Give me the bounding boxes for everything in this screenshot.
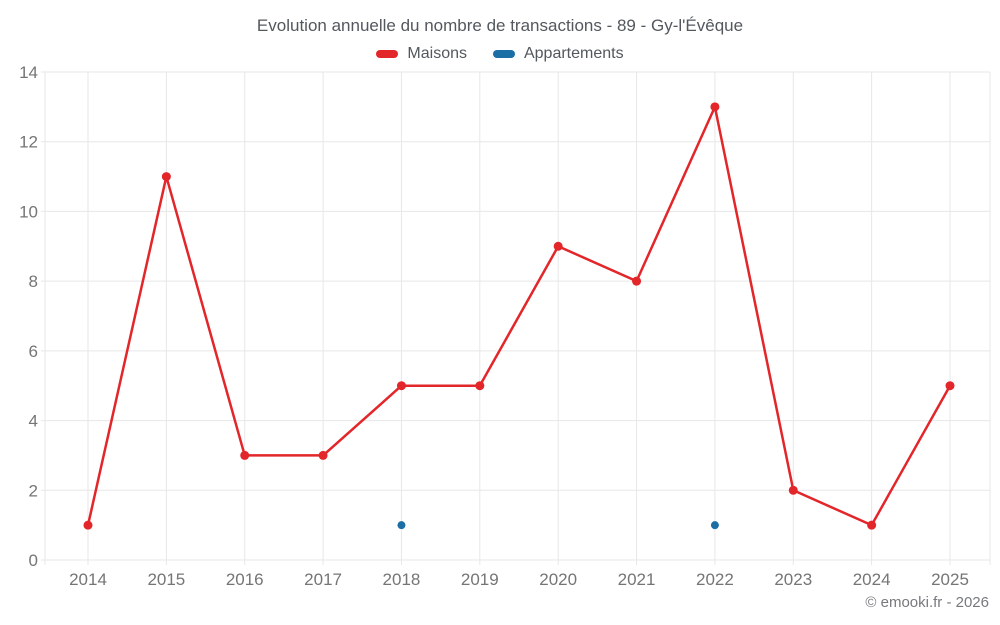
x-tick-label: 2016 (226, 570, 264, 589)
data-point-maisons-2015[interactable] (161, 172, 171, 182)
legend-item-maisons[interactable]: Maisons (376, 45, 467, 63)
y-tick-label: 2 (29, 481, 38, 500)
chart-legend: Maisons Appartements (0, 45, 1000, 63)
x-tick-label: 2023 (774, 570, 812, 589)
data-point-maisons-2022[interactable] (710, 102, 720, 112)
x-tick-label: 2019 (461, 570, 499, 589)
data-point-maisons-2021[interactable] (632, 276, 642, 286)
legend-label-appartements: Appartements (523, 45, 624, 62)
x-tick-label: 2014 (69, 570, 107, 589)
maisons-legend-marker-icon (376, 50, 399, 58)
y-tick-label: 4 (29, 412, 38, 431)
y-tick-label: 6 (29, 342, 38, 361)
data-point-maisons-2019[interactable] (475, 381, 485, 391)
data-point-maisons-2024[interactable] (867, 520, 877, 530)
data-point-maisons-2017[interactable] (318, 450, 328, 460)
x-tick-label: 2020 (539, 570, 577, 589)
data-point-maisons-2023[interactable] (788, 485, 798, 495)
series-line-maisons (86, 105, 952, 527)
legend-item-appartements[interactable]: Appartements (492, 45, 624, 63)
y-tick-label: 0 (29, 551, 38, 570)
data-point-maisons-2020[interactable] (553, 241, 563, 251)
legend-label-maisons: Maisons (407, 45, 467, 62)
data-point-maisons-2018[interactable] (396, 381, 406, 391)
y-tick-label: 14 (19, 63, 38, 82)
appartements-legend-marker-icon (492, 50, 515, 58)
x-tick-label: 2018 (383, 570, 421, 589)
data-point-maisons-2016[interactable] (240, 450, 250, 460)
y-tick-label: 10 (19, 202, 38, 221)
data-point-maisons-2014[interactable] (83, 520, 93, 530)
x-tick-label: 2021 (618, 570, 656, 589)
x-tick-label: 2025 (931, 570, 969, 589)
data-point-appartements-2018[interactable] (397, 521, 406, 530)
y-tick-label: 12 (19, 133, 38, 152)
data-point-appartements-2022[interactable] (710, 521, 719, 530)
chart-title: Evolution annuelle du nombre de transact… (256, 16, 744, 35)
x-tick-label: 2022 (696, 570, 734, 589)
x-tick-label: 2015 (147, 570, 185, 589)
x-tick-label: 2024 (853, 570, 891, 589)
data-point-maisons-2025[interactable] (945, 381, 955, 391)
y-tick-label: 8 (29, 272, 38, 291)
x-tick-label: 2017 (304, 570, 342, 589)
copyright-text: © emooki.fr - 2026 (865, 594, 989, 611)
